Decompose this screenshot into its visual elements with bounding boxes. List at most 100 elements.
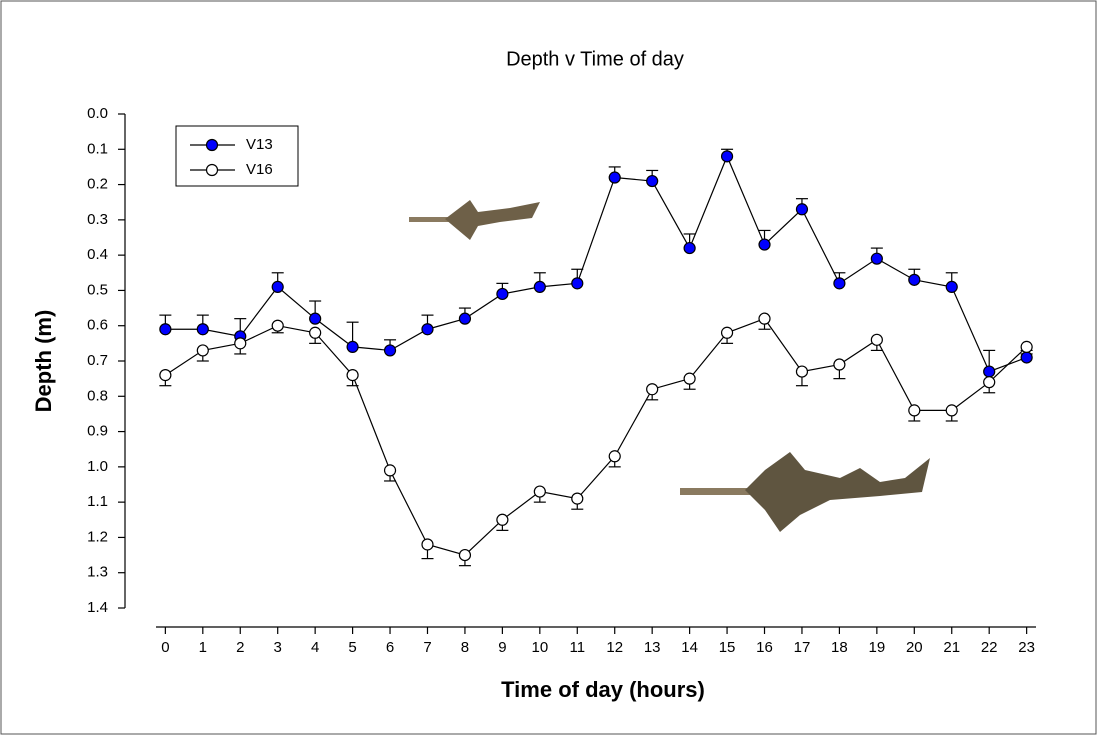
point <box>720 326 734 339</box>
y-tick-label: 0.9 <box>87 423 108 440</box>
x-tick-label: 22 <box>981 639 998 656</box>
sawfish-small <box>409 200 540 240</box>
point <box>1020 351 1033 364</box>
x-tick-label: 7 <box>423 639 431 656</box>
x-tick-label: 8 <box>461 639 469 656</box>
x-tick-label: 21 <box>943 639 960 656</box>
y-tick-label: 0.3 <box>87 211 108 228</box>
x-tick-label: 13 <box>644 639 661 656</box>
legend-box <box>175 125 299 187</box>
point <box>758 312 771 325</box>
point <box>908 404 921 417</box>
point <box>683 372 696 385</box>
y-tick-label: 0.0 <box>87 105 108 122</box>
x-tick-label: 15 <box>719 639 736 656</box>
point <box>608 450 621 463</box>
series-line <box>165 317 1028 556</box>
point <box>983 365 996 378</box>
point <box>196 323 209 336</box>
x-axis-title: Time of day (hours) <box>501 677 705 702</box>
point <box>196 344 209 357</box>
point <box>421 323 434 336</box>
point <box>945 280 958 293</box>
point <box>458 548 472 562</box>
x-tick-label: 23 <box>1018 639 1035 656</box>
point <box>795 365 809 378</box>
point <box>309 312 322 325</box>
x-tick-label: 9 <box>498 639 506 656</box>
y-tick-label: 0.8 <box>87 387 108 404</box>
y-tick-label: 0.5 <box>87 281 108 298</box>
chart-title: Depth v Time of day <box>506 48 684 70</box>
point <box>234 337 247 350</box>
point <box>271 319 284 332</box>
x-tick-label: 1 <box>199 639 207 656</box>
point <box>683 241 696 255</box>
point <box>496 513 509 526</box>
x-tick-label: 5 <box>348 639 356 656</box>
x-tick-label: 4 <box>311 639 319 656</box>
y-tick-label: 1.4 <box>87 599 108 616</box>
point <box>1020 340 1033 353</box>
point <box>608 171 621 184</box>
point <box>646 383 659 396</box>
y-axis-title: Depth (m) <box>31 310 56 413</box>
point <box>159 323 172 336</box>
point <box>346 369 359 382</box>
legend-label: V13 <box>246 136 273 153</box>
point <box>833 277 846 290</box>
y-tick-label: 1.3 <box>87 564 108 581</box>
x-tick-label: 20 <box>906 639 923 656</box>
point <box>571 277 584 290</box>
point <box>458 312 472 325</box>
legend-label: V16 <box>246 161 273 178</box>
x-tick-label: 12 <box>606 639 623 656</box>
point <box>383 464 397 477</box>
y-tick-label: 0.1 <box>87 140 108 157</box>
x-tick-label: 16 <box>756 639 773 656</box>
legend-marker <box>205 138 219 152</box>
x-tick-label: 2 <box>236 639 244 656</box>
x-tick-label: 19 <box>869 639 886 656</box>
x-tick-label: 11 <box>569 639 585 656</box>
point <box>870 252 883 265</box>
point <box>983 376 996 389</box>
x-tick-label: 10 <box>531 639 548 656</box>
point <box>945 404 958 417</box>
point <box>795 203 809 216</box>
point <box>533 485 546 498</box>
y-tick-label: 1.0 <box>87 458 108 475</box>
point <box>571 492 584 505</box>
x-tick-label: 14 <box>681 639 698 656</box>
x-tick-label: 6 <box>386 639 394 656</box>
point <box>496 287 509 301</box>
point <box>271 280 284 293</box>
point <box>646 174 659 188</box>
sawfish-large <box>680 452 930 532</box>
x-tick-label: 17 <box>794 639 811 656</box>
point <box>720 150 734 163</box>
point <box>346 340 359 353</box>
legend-marker <box>205 163 219 177</box>
point <box>533 280 546 293</box>
y-tick-label: 0.4 <box>87 246 108 263</box>
y-tick-label: 1.1 <box>87 493 108 510</box>
point <box>870 333 883 346</box>
x-tick-label: 3 <box>274 639 282 656</box>
y-tick-label: 0.2 <box>87 176 108 193</box>
y-tick-label: 1.2 <box>87 528 108 545</box>
point <box>383 344 397 357</box>
point <box>421 538 434 551</box>
y-tick-label: 0.7 <box>87 352 108 369</box>
x-tick-label: 18 <box>831 639 848 656</box>
point <box>833 358 846 371</box>
series-line <box>165 154 1027 373</box>
point <box>758 238 771 251</box>
x-tick-label: 0 <box>161 639 169 656</box>
y-tick-label: 0.6 <box>87 317 108 334</box>
point <box>309 326 322 339</box>
point <box>159 369 172 382</box>
